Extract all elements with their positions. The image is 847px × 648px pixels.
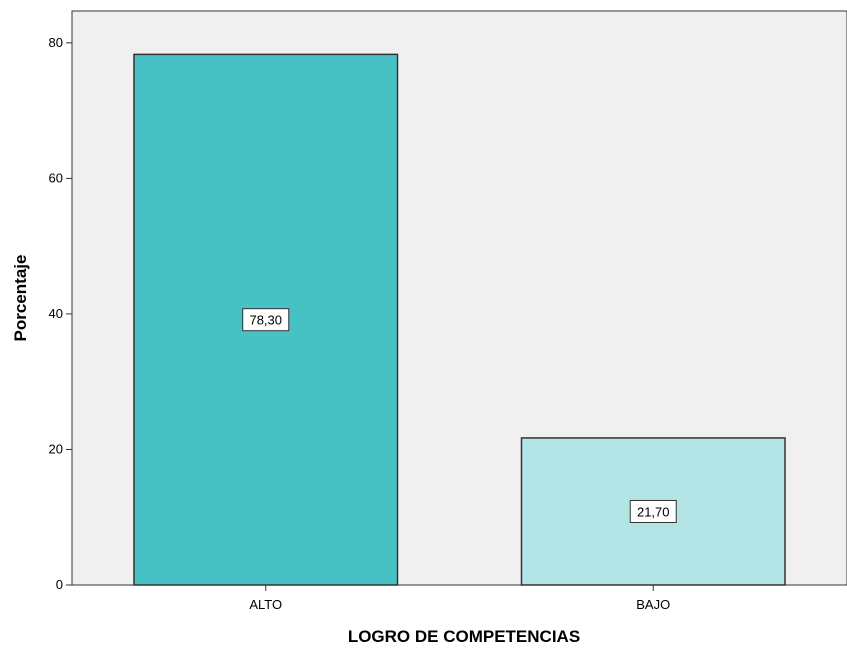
data-label-text: 78,30: [249, 313, 282, 328]
data-label-text: 21,70: [637, 504, 670, 519]
x-tick-label: ALTO: [249, 597, 282, 612]
x-axis-title: LOGRO DE COMPETENCIAS: [348, 627, 580, 646]
x-tick-label: BAJO: [636, 597, 670, 612]
y-tick-label: 20: [49, 441, 63, 456]
y-axis: 0 20 40 60 80: [49, 35, 72, 592]
data-label-bajo: 21,70: [629, 499, 677, 523]
data-label-box: [242, 308, 290, 332]
data-labels-layer: 78,30 21,70: [242, 308, 677, 523]
y-tick-label: 60: [49, 170, 63, 185]
y-tick-label: 80: [49, 35, 63, 50]
y-tick-label: 0: [56, 577, 63, 592]
y-axis-title: Porcentaje: [11, 255, 30, 342]
x-axis: ALTO BAJO: [249, 585, 670, 612]
y-tick-label: 40: [49, 306, 63, 321]
data-label-box: [629, 499, 677, 523]
data-label-alto: 78,30: [242, 308, 290, 332]
